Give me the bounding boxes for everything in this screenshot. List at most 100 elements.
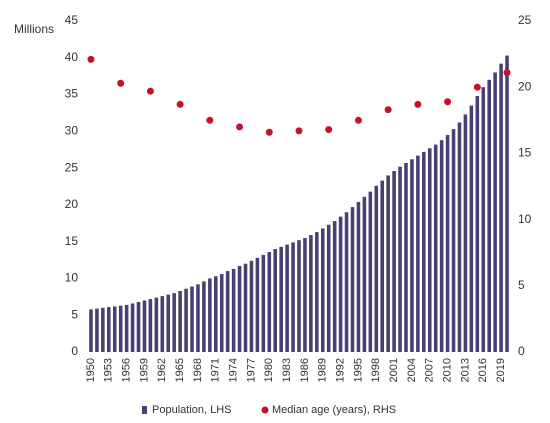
x-tick-label: 1992: [335, 358, 347, 382]
bar: [225, 271, 230, 352]
bar: [285, 244, 289, 352]
y-tick-label: 25: [65, 160, 79, 174]
y-tick-label: 0: [71, 344, 78, 358]
bar: [493, 72, 497, 352]
legend-swatch: [142, 406, 147, 414]
x-tick-label: 2010: [441, 358, 453, 382]
x-tick-label: 2007: [424, 358, 436, 382]
bar: [297, 240, 301, 352]
bar: [433, 144, 438, 352]
x-tick-label: 1980: [263, 358, 275, 382]
x-tick-label: 1950: [85, 358, 97, 382]
y-tick-label: 30: [65, 124, 79, 138]
bar: [362, 196, 367, 352]
bar: [118, 305, 123, 352]
x-tick-label: 1968: [192, 358, 204, 382]
bar: [112, 306, 117, 352]
bar: [166, 294, 171, 352]
x-tick-label: 2004: [406, 358, 418, 382]
bar: [303, 237, 307, 352]
dot: [265, 128, 273, 136]
bar: [499, 63, 503, 352]
y-tick-label: 40: [65, 50, 79, 64]
bar: [243, 263, 248, 352]
bar: [404, 162, 408, 352]
x-tick-label: 1956: [121, 358, 133, 382]
bar: [231, 268, 236, 352]
bar: [392, 171, 396, 352]
y-tick-label: 5: [71, 307, 78, 321]
bar: [89, 309, 93, 352]
y-tick-label: 15: [65, 234, 79, 248]
bar: [154, 297, 159, 352]
bar: [380, 180, 384, 352]
bar: [332, 221, 337, 352]
y2-tick-label: 25: [518, 13, 532, 27]
bar: [350, 207, 355, 352]
x-tick-label: 2019: [495, 358, 507, 382]
bar: [237, 265, 242, 352]
bar: [160, 296, 165, 352]
bar: [172, 293, 176, 352]
x-tick-label: 2001: [388, 358, 400, 382]
bar: [279, 246, 283, 352]
x-tick-label: 1971: [210, 358, 222, 382]
x-tick-label: 1983: [281, 358, 293, 382]
bar: [178, 290, 182, 352]
bar: [142, 300, 147, 352]
bar: [320, 228, 325, 352]
bar: [338, 216, 343, 352]
bar: [410, 159, 414, 352]
bar: [219, 274, 224, 352]
bar: [124, 304, 129, 352]
bar: [386, 175, 390, 352]
bar: [315, 232, 319, 352]
x-tick-label: 1962: [156, 358, 168, 382]
y2-tick-label: 15: [518, 146, 532, 160]
x-tick-label: 1998: [370, 358, 382, 382]
bar: [190, 286, 194, 352]
bar: [427, 148, 432, 352]
legend-label: Median age (years), RHS: [272, 404, 396, 416]
bar: [249, 260, 254, 352]
bar: [309, 235, 313, 352]
bar: [422, 151, 426, 352]
bar: [326, 224, 331, 352]
bar: [95, 308, 99, 352]
bar: [368, 191, 373, 352]
bar: [291, 242, 295, 352]
dot: [444, 98, 452, 106]
bar: [356, 201, 361, 352]
bar: [101, 307, 105, 352]
x-tick-label: 1959: [138, 358, 150, 382]
bar: [136, 301, 141, 352]
dot: [473, 83, 481, 91]
dot: [354, 116, 362, 124]
bar: [463, 114, 468, 352]
bar: [398, 166, 402, 352]
dot: [117, 79, 125, 87]
bar: [261, 254, 266, 352]
bar: [481, 87, 486, 352]
dot: [325, 126, 333, 134]
dot: [176, 100, 184, 108]
bar: [439, 140, 444, 352]
dot: [236, 123, 244, 131]
y-tick-label: 10: [65, 271, 79, 285]
bar: [196, 284, 200, 352]
x-tick-label: 1989: [317, 358, 329, 382]
x-tick-label: 1995: [352, 358, 364, 382]
y-axis-label: Millions: [14, 22, 54, 36]
bar: [344, 212, 349, 352]
bar: [255, 257, 260, 352]
bar: [107, 307, 111, 352]
legend-swatch: [261, 406, 269, 414]
bar: [202, 281, 206, 352]
bar: [505, 55, 509, 353]
dot: [295, 127, 303, 135]
y2-tick-label: 10: [518, 212, 532, 226]
bar: [208, 278, 212, 352]
bar: [445, 135, 450, 352]
dot: [146, 87, 154, 95]
